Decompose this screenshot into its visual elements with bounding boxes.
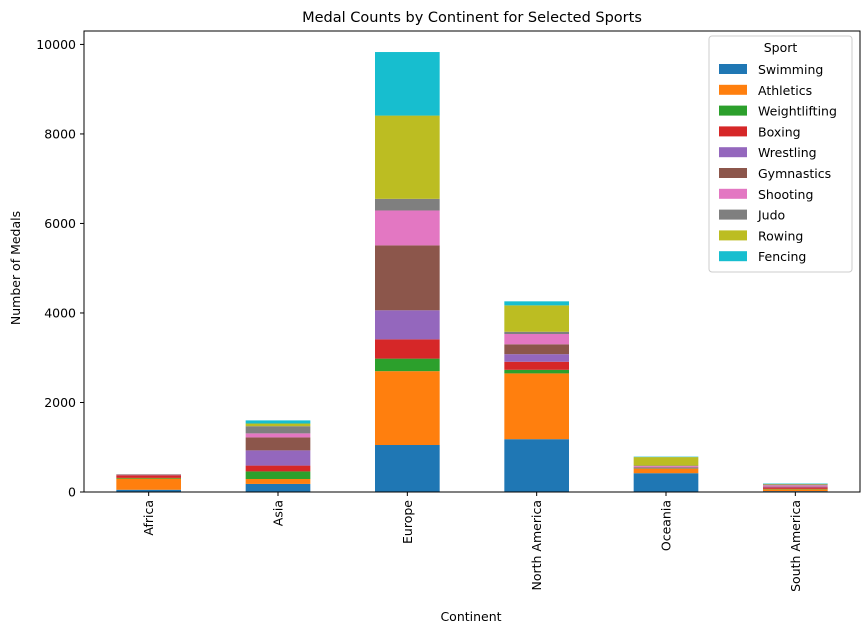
- bar-athletics-south-america: [763, 489, 828, 492]
- bar-swimming-africa: [116, 489, 181, 492]
- bar-boxing-asia: [245, 465, 311, 472]
- y-axis: 0 2000 4000 6000 8000 10000: [36, 37, 84, 500]
- y-axis-label: Number of Medals: [8, 211, 23, 325]
- legend-label-wrestling: Wrestling: [758, 145, 817, 160]
- bar-weightlifting-africa: [116, 477, 181, 479]
- bar-judo-asia: [245, 426, 311, 434]
- y-tick-label: 10000: [36, 37, 76, 52]
- plot-area: [116, 52, 828, 492]
- legend-swatch-fencing: [719, 251, 747, 262]
- bar-gymnastics-europe: [375, 245, 440, 311]
- bar-weightlifting-asia: [245, 471, 311, 480]
- legend-swatch-boxing: [719, 126, 747, 137]
- plot-frame: [83, 30, 861, 493]
- legend-swatch-judo: [719, 209, 747, 220]
- x-tick-label-asia: Asia: [271, 500, 286, 526]
- legend-swatch-weightlifting: [719, 105, 747, 116]
- x-tick-label-oceania: Oceania: [659, 500, 674, 551]
- bar-shooting-europe: [375, 210, 440, 246]
- y-tick-label: 0: [68, 485, 76, 500]
- bar-shooting-oceania: [633, 466, 699, 467]
- bar-boxing-south-america: [763, 487, 828, 489]
- legend-label-shooting: Shooting: [758, 187, 813, 202]
- x-tick-label-south-america: South America: [788, 500, 803, 592]
- legend-label-fencing: Fencing: [758, 249, 806, 264]
- legend-swatch-swimming: [719, 64, 747, 74]
- x-tick-label-africa: Africa: [141, 500, 156, 536]
- bar-swimming-north-america: [504, 439, 569, 492]
- legend-swatch-rowing: [719, 230, 747, 241]
- legend-label-weightlifting: Weightlifting: [758, 104, 837, 119]
- legend-swatch-gymnastics: [719, 168, 747, 178]
- bar-shooting-south-america: [763, 485, 828, 487]
- bar-judo-south-america: [763, 484, 828, 486]
- bar-shooting-asia: [245, 433, 311, 438]
- bar-fencing-europe: [375, 52, 440, 116]
- bar-swimming-oceania: [633, 473, 699, 492]
- legend-label-rowing: Rowing: [758, 228, 803, 243]
- chart-title: Medal Counts by Continent for Selected S…: [302, 10, 642, 26]
- bar-boxing-north-america: [504, 361, 569, 370]
- bar-fencing-north-america: [504, 301, 569, 306]
- x-axis: Africa Asia Europe North America Oceania Sout…: [141, 492, 803, 592]
- bar-athletics-africa: [116, 478, 181, 490]
- bar-rowing-asia: [245, 423, 311, 427]
- bar-boxing-europe: [375, 339, 440, 359]
- y-tick-label: 8000: [44, 126, 76, 141]
- bar-athletics-asia: [245, 479, 311, 484]
- legend-label-judo: Judo: [757, 208, 785, 223]
- bar-wrestling-europe: [375, 310, 440, 340]
- bar-athletics-north-america: [504, 373, 569, 440]
- bar-weightlifting-europe: [375, 358, 440, 372]
- bar-swimming-europe: [375, 445, 440, 492]
- legend: Sport Swimming Athletics Weightlifting Boxin…: [708, 35, 853, 273]
- bar-boxing-africa: [116, 475, 181, 478]
- legend-label-athletics: Athletics: [758, 83, 812, 98]
- legend-label-boxing: Boxing: [758, 124, 801, 139]
- bar-gymnastics-north-america: [504, 344, 569, 355]
- bar-shooting-north-america: [504, 334, 569, 345]
- bar-rowing-europe: [375, 115, 440, 199]
- bar-weightlifting-north-america: [504, 369, 569, 374]
- bar-athletics-europe: [375, 371, 440, 446]
- y-tick-label: 2000: [44, 395, 76, 410]
- x-tick-label-europe: Europe: [400, 500, 415, 544]
- bar-wrestling-asia: [245, 450, 311, 466]
- bar-rowing-oceania: [633, 457, 699, 466]
- legend-swatch-wrestling: [719, 147, 747, 158]
- legend-swatch-shooting: [719, 188, 747, 199]
- y-tick-label: 4000: [44, 305, 76, 320]
- bar-athletics-oceania: [633, 468, 699, 474]
- legend-label-swimming: Swimming: [758, 62, 823, 77]
- bar-rowing-north-america: [504, 305, 569, 332]
- legend-title: Sport: [764, 40, 798, 55]
- legend-label-gymnastics: Gymnastics: [758, 166, 831, 181]
- x-tick-label-north-america: North America: [529, 500, 544, 591]
- bar-swimming-asia: [245, 483, 311, 492]
- bar-gymnastics-asia: [245, 437, 311, 451]
- bar-fencing-asia: [245, 420, 311, 424]
- bar-judo-europe: [375, 198, 440, 211]
- bar-judo-north-america: [504, 331, 569, 335]
- bar-wrestling-north-america: [504, 354, 569, 362]
- y-tick-label: 6000: [44, 216, 76, 231]
- x-axis-label: Continent: [440, 609, 501, 624]
- legend-swatch-athletics: [719, 84, 747, 95]
